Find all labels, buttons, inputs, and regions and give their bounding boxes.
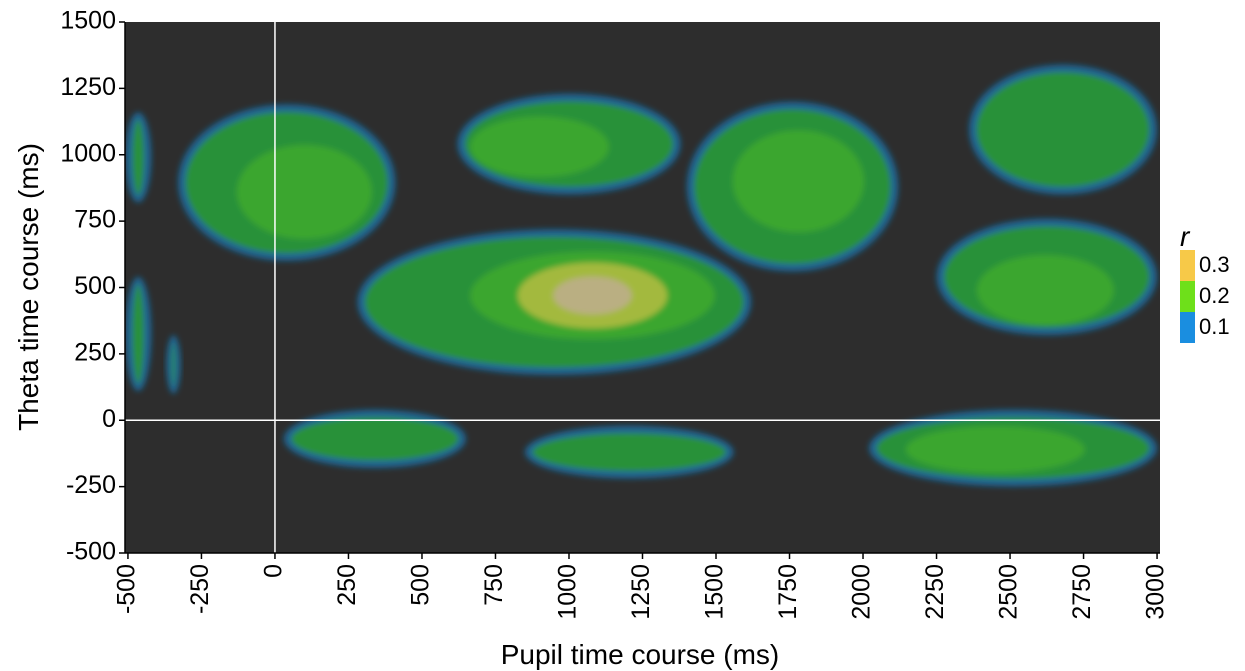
legend: r 0.3 0.2 0.1 (1180, 221, 1230, 343)
x-tick-label: 2250 (921, 564, 949, 620)
correlation-region (177, 104, 396, 261)
x-tick-label: 1750 (774, 564, 802, 620)
correlation-region (357, 229, 752, 376)
legend-swatch (1180, 250, 1195, 281)
x-tick-label: -500 (113, 564, 141, 614)
y-tick-label: 750 (74, 206, 116, 234)
correlation-region (125, 276, 152, 392)
reference-lines (125, 22, 1160, 553)
x-tick-label: 1000 (554, 564, 582, 620)
correlation-region (686, 101, 899, 272)
correlation-region (524, 425, 734, 479)
correlation-region (125, 112, 152, 203)
legend-swatch (1180, 281, 1195, 312)
x-tick-label: 750 (480, 564, 508, 606)
legend-label: 0.3 (1199, 252, 1230, 277)
correlation-region (936, 218, 1158, 336)
legend-swatch (1180, 312, 1195, 343)
y-tick-label: 1000 (60, 139, 116, 167)
legend-title: r (1180, 221, 1191, 252)
correlation-region (457, 93, 681, 195)
x-tick-label: 3000 (1142, 564, 1170, 620)
y-ticks: -500 -250 0 250 500 750 1000 1250 1500 (60, 7, 125, 566)
y-tick-label: 0 (102, 405, 116, 433)
x-tick-label: 1500 (701, 564, 729, 620)
correlation-region (968, 64, 1158, 195)
x-tick-label: 1250 (627, 564, 655, 620)
x-ticks: -500 -250 0 250 500 750 1000 1250 1500 1750 2000 22… (113, 553, 1170, 620)
x-tick-label: -250 (186, 564, 214, 614)
correlation-region (283, 409, 467, 469)
x-tick-label: 500 (407, 564, 435, 606)
x-axis-title: Pupil time course (ms) (501, 639, 780, 670)
x-tick-label: 2750 (1068, 564, 1096, 620)
correlation-regions (125, 64, 1158, 487)
correlation-region (166, 335, 181, 394)
x-tick-label: 0 (260, 564, 288, 578)
y-tick-label: -500 (66, 538, 116, 566)
y-tick-label: -250 (66, 471, 116, 499)
y-tick-label: 1500 (60, 7, 116, 35)
y-axis-title: Theta time course (ms) (13, 143, 44, 431)
legend-label: 0.1 (1199, 314, 1230, 339)
x-tick-label: 2000 (848, 564, 876, 620)
correlation-region (868, 409, 1158, 487)
legend-label: 0.2 (1199, 283, 1230, 308)
x-tick-label: 2500 (995, 564, 1023, 620)
y-tick-label: 250 (74, 338, 116, 366)
y-tick-label: 1250 (60, 73, 116, 101)
x-tick-label: 250 (333, 564, 361, 606)
y-tick-label: 500 (74, 272, 116, 300)
